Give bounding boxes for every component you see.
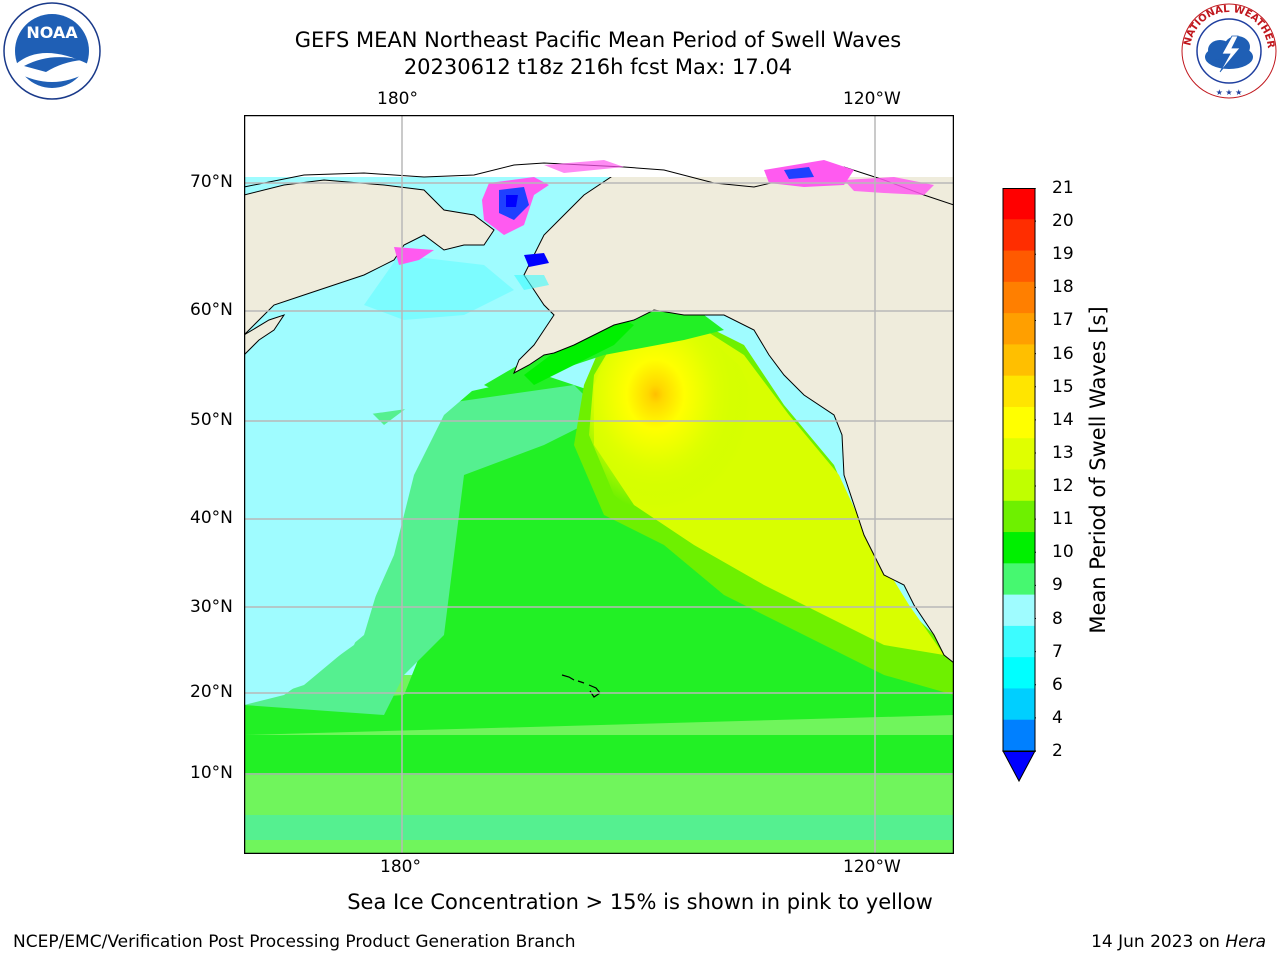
colorbar-swatch: [1003, 532, 1035, 564]
colorbar-swatch: [1003, 719, 1035, 752]
colorbar-tick-label: 9: [1052, 575, 1063, 596]
colorbar-tick-label: 17: [1052, 310, 1074, 331]
colorbar-tick-label: 21: [1052, 178, 1074, 198]
footer-date-text: 14 Jun 2023 on: [1091, 932, 1226, 952]
lat-label-70n: 70°N: [190, 172, 233, 192]
lat-label-30n: 30°N: [190, 597, 233, 617]
footer-credit: NCEP/EMC/Verification Post Processing Pr…: [13, 932, 576, 952]
colorbar-tick-label: 15: [1052, 376, 1074, 397]
swell-period-map: [243, 114, 955, 855]
colorbar-tick-label: 14: [1052, 409, 1074, 430]
colorbar-tick-label: 19: [1052, 244, 1074, 265]
lon-label-top-180: 180°: [377, 89, 418, 109]
sea-ice-caption: Sea Ice Concentration > 15% is shown in …: [347, 890, 933, 914]
nws-logo: NATIONAL WEATHER SERVICE ★ ★ ★: [1176, 0, 1278, 100]
colorbar-extend-arrow: [1002, 750, 1036, 783]
colorbar-swatch: [1003, 438, 1035, 470]
colorbar-tick-label: 16: [1052, 343, 1074, 364]
lat-label-50n: 50°N: [190, 410, 233, 430]
colorbar-tick-label: 4: [1052, 707, 1063, 728]
colorbar-swatch: [1003, 469, 1035, 502]
footer-date: 14 Jun 2023 on Hera: [1091, 932, 1266, 952]
colorbar-tick-label: 6: [1052, 674, 1063, 695]
colorbar-tick-label: 13: [1052, 442, 1074, 463]
lon-label-bottom-180: 180°: [380, 857, 421, 877]
noaa-logo-text: NOAA: [26, 23, 78, 42]
graticule: [244, 115, 954, 854]
lat-label-60n: 60°N: [190, 300, 233, 320]
colorbar-tick-label: 2: [1052, 741, 1063, 761]
colorbar-swatch: [1003, 594, 1035, 627]
colorbar-tick-label: 18: [1052, 277, 1074, 298]
colorbar-tick-label: 20: [1052, 211, 1074, 232]
colorbar-swatch: [1003, 563, 1035, 596]
colorbar-axis-label: Mean Period of Swell Waves [s]: [1086, 306, 1110, 634]
colorbar-swatch: [1003, 688, 1035, 721]
map-panel: [243, 114, 955, 855]
noaa-logo: NOAA: [2, 2, 102, 100]
colorbar-swatch: [1003, 250, 1035, 283]
lat-label-10n: 10°N: [190, 763, 233, 783]
colorbar-swatch: [1003, 657, 1035, 689]
colorbar-tick-label: 10: [1052, 542, 1074, 563]
colorbar-tick-label: 7: [1052, 641, 1063, 662]
colorbar-tick-label: 12: [1052, 476, 1074, 497]
colorbar-swatch: [1003, 625, 1035, 658]
colorbar-tick-labels: 21 20 19 18 17 16 15 14 13 12 11 10 9 8 7 6 4 2: [1052, 178, 1092, 780]
colorbar-swatches: [1002, 187, 1036, 783]
colorbar-tick-label: 8: [1052, 608, 1063, 629]
lon-label-top-120w: 120°W: [843, 89, 901, 109]
colorbar-swatch: [1003, 500, 1035, 533]
colorbar-swatch: [1003, 281, 1035, 314]
colorbar-swatch: [1003, 344, 1035, 377]
colorbar-swatch: [1003, 188, 1035, 220]
colorbar-tick-label: 11: [1052, 509, 1074, 530]
colorbar-swatch: [1003, 406, 1035, 439]
colorbar: [1002, 187, 1036, 783]
colorbar-swatch: [1003, 219, 1035, 252]
lat-label-40n: 40°N: [190, 508, 233, 528]
svg-text:★ ★ ★: ★ ★ ★: [1216, 88, 1243, 97]
page-subtitle: 20230612 t18z 216h fcst Max: 17.04: [403, 55, 793, 79]
colorbar-outline: [1002, 188, 1036, 752]
page-title: GEFS MEAN Northeast Pacific Mean Period …: [294, 28, 902, 52]
colorbar-swatch: [1003, 313, 1035, 345]
footer-host: Hera: [1225, 932, 1266, 952]
lon-label-bottom-120w: 120°W: [843, 857, 901, 877]
colorbar-swatch: [1003, 375, 1035, 408]
lat-label-20n: 20°N: [190, 682, 233, 702]
